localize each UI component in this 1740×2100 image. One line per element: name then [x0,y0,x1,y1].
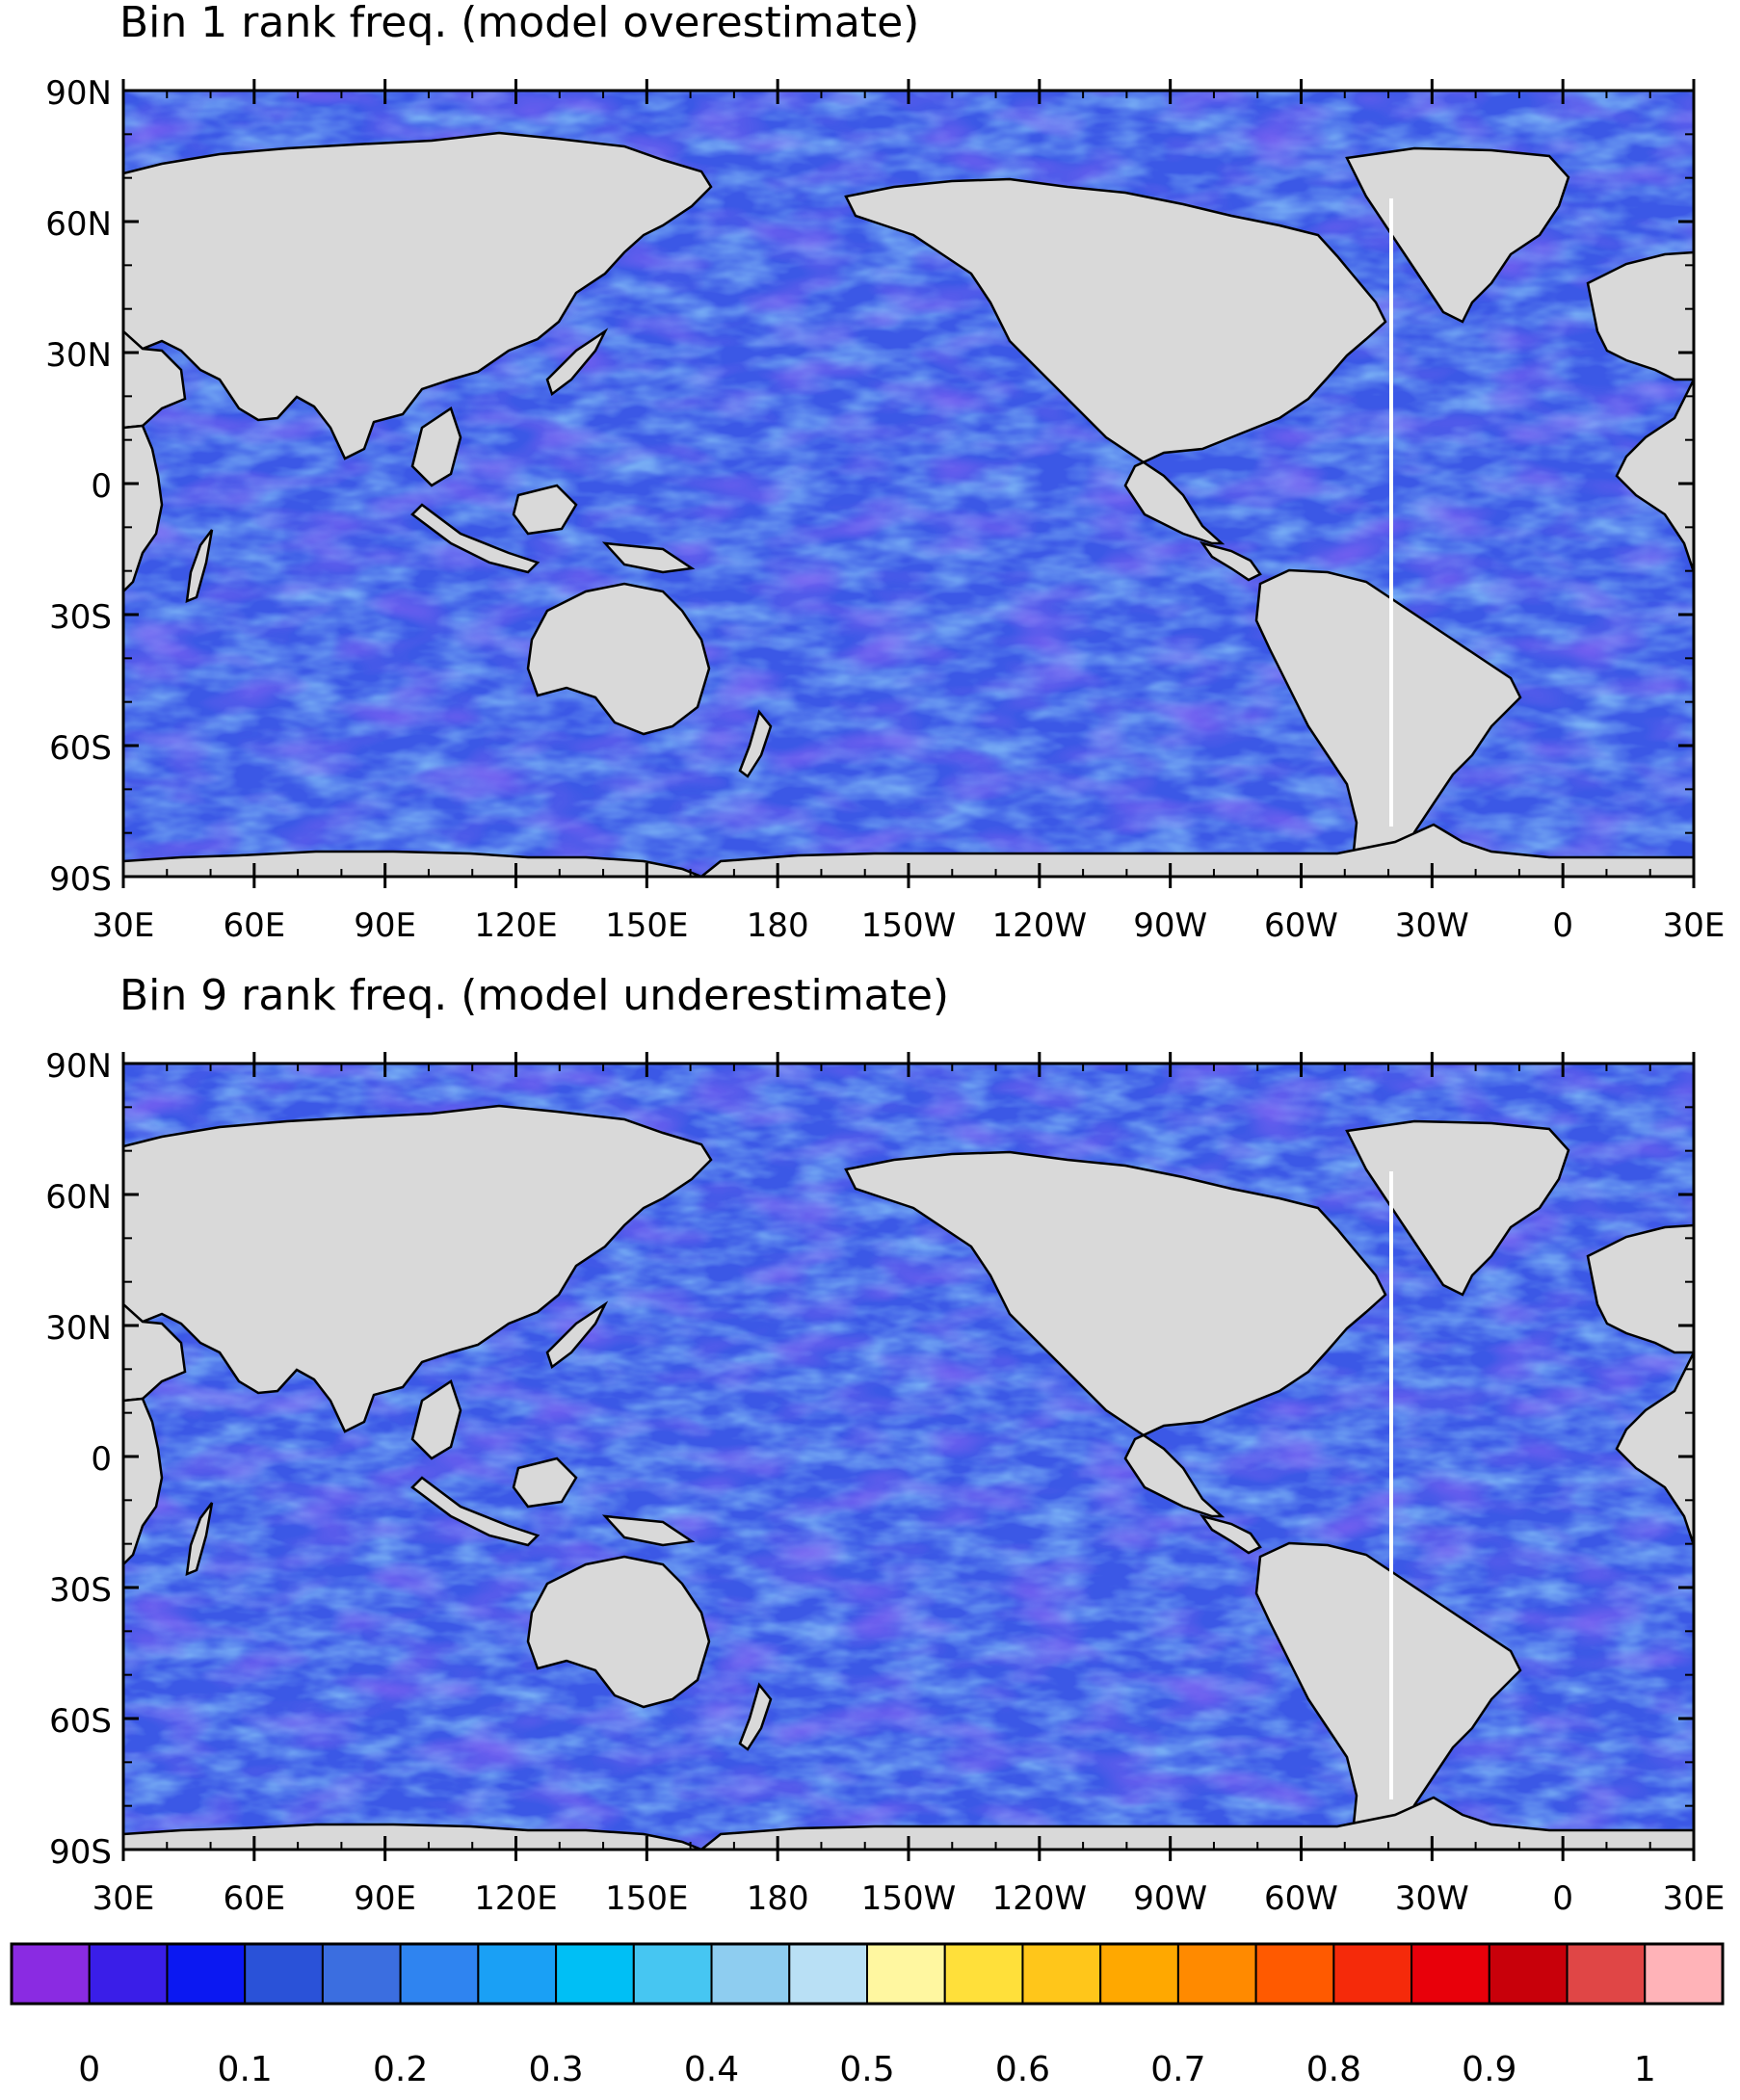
colorbar-label: 0.9 [1462,2050,1516,2089]
colorbar-swatch [943,1943,1024,2005]
lon-tick-label: 30E [1663,906,1726,945]
lat-tick-label: 0 [91,467,112,506]
lat-tick-label: 30S [49,598,112,637]
colorbar-swatch [244,1943,324,2005]
lon-tick-label: 120E [474,1879,557,1918]
lat-tick-label: 60N [45,1178,112,1217]
colorbar-label: 0.7 [1150,2050,1205,2089]
map-area [123,91,1694,877]
colorbar-swatch [710,1943,791,2005]
lon-tick-label: 150E [605,906,688,945]
colorbar-frame [10,1942,1725,2006]
lon-tick-label: 30E [92,1879,155,1918]
lon-tick-label: 90E [354,1879,416,1918]
colorbar-label: 0.1 [218,2050,273,2089]
colorbar-swatch [555,1943,635,2005]
lon-tick-label: 150W [861,906,957,945]
colorbar-swatch [1176,1943,1257,2005]
colorbar-label: 0.4 [684,2050,739,2089]
colorbar-swatch [1410,1943,1490,2005]
lon-tick-label: 60W [1264,906,1338,945]
colorbar-swatch [11,1943,91,2005]
colorbar-swatch [632,1943,713,2005]
lon-tick-label: 60E [223,1879,285,1918]
lon-tick-label: 30W [1395,906,1469,945]
lon-tick-label: 30E [1663,1879,1726,1918]
map-area [123,1063,1694,1850]
map-panel-1: Bin 1 rank freq. (model overestimate)90N… [45,0,1725,945]
lon-tick-label: 0 [1552,1879,1573,1918]
colorbar-swatch [1488,1943,1569,2005]
lon-tick-label: 30E [92,906,155,945]
lat-tick-label: 90S [49,860,112,899]
lat-tick-label: 0 [91,1440,112,1479]
colorbar-swatch [1566,1943,1647,2005]
lat-tick-label: 60N [45,205,112,244]
lon-tick-label: 60W [1264,1879,1338,1918]
lon-tick-label: 0 [1552,906,1573,945]
panel-title: Bin 1 rank freq. (model overestimate) [119,0,919,47]
colorbar-swatch [321,1943,402,2005]
colorbar-swatch [399,1943,480,2005]
lat-tick-label: 90S [49,1833,112,1872]
map-panel-2: Bin 9 rank freq. (model underestimate)90… [45,971,1725,1918]
colorbar: 0 0.1 0.2 0.3 0.4 0.5 0.6 0.7 0.8 0.9 1 [10,1942,1725,2089]
lon-tick-label: 150E [605,1879,688,1918]
lat-tick-label: 30N [45,336,112,375]
colorbar-swatch [477,1943,558,2005]
lon-tick-label: 30W [1395,1879,1469,1918]
lat-tick-label: 30S [49,1571,112,1610]
lon-tick-label: 180 [747,906,809,945]
colorbar-swatch [866,1943,946,2005]
colorbar-label: 0.3 [528,2050,583,2089]
panel-title: Bin 9 rank freq. (model underestimate) [119,971,949,1020]
lat-tick-label: 90N [45,1047,112,1086]
colorbar-swatch [1099,1943,1179,2005]
lon-tick-label: 150W [861,1879,957,1918]
lat-tick-label: 90N [45,74,112,113]
lon-tick-label: 120W [992,1879,1088,1918]
colorbar-swatch [788,1943,868,2005]
colorbar-swatch [1021,1943,1102,2005]
lon-tick-label: 90W [1133,1879,1207,1918]
lon-tick-label: 90W [1133,906,1207,945]
colorbar-swatch [1332,1943,1413,2005]
lat-tick-label: 30N [45,1309,112,1348]
colorbar-label: 0.8 [1306,2050,1361,2089]
lon-tick-label: 120E [474,906,557,945]
lon-tick-label: 60E [223,906,285,945]
colorbar-swatch [166,1943,247,2005]
colorbar-label: 0.2 [373,2050,428,2089]
colorbar-swatch [1254,1943,1335,2005]
lat-tick-label: 60S [49,1702,112,1741]
lon-tick-label: 120W [992,906,1088,945]
lon-tick-label: 180 [747,1879,809,1918]
colorbar-swatch [1644,1943,1724,2005]
colorbar-label: 0 [78,2050,100,2089]
colorbar-label: 0.6 [995,2050,1050,2089]
colorbar-swatch [88,1943,169,2005]
colorbar-label: 1 [1634,2050,1656,2089]
colorbar-label: 0.5 [839,2050,894,2089]
lon-tick-label: 90E [354,906,416,945]
lat-tick-label: 60S [49,729,112,768]
